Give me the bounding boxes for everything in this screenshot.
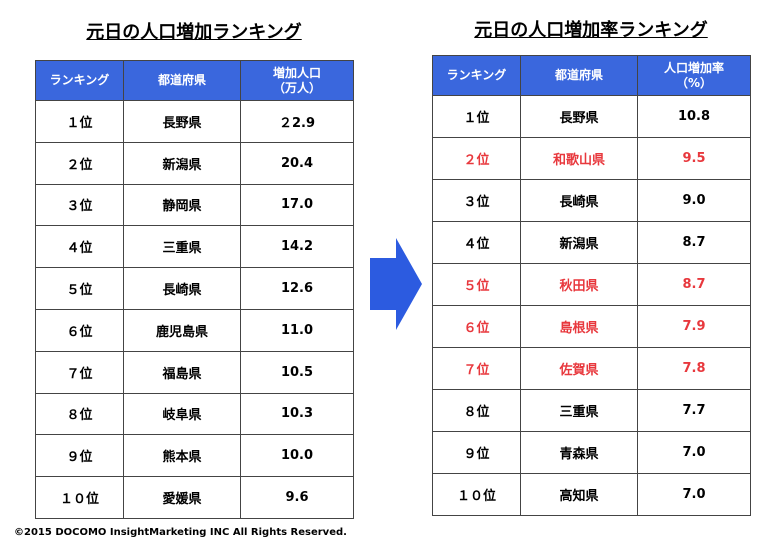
prefecture-cell: 青森県 [520, 431, 638, 474]
left-table: ランキング 都道府県 増加人口 （万人） １位 長野県 ２2.9 ２位 新潟県 20.4 ３位 静岡県… [35, 60, 354, 519]
rank-cell: ６位 [35, 308, 124, 352]
row: ７位 佐賀県 7.8 [432, 347, 751, 390]
row: ４位 三重県 14.2 [35, 225, 354, 269]
header-cell: ランキング [432, 55, 521, 96]
value-cell: 20.4 [240, 141, 354, 185]
prefecture-cell: 長野県 [123, 100, 241, 143]
rank-cell: ５位 [35, 267, 124, 310]
value-cell: 9.5 [637, 137, 751, 180]
row: ７位 福島県 10.5 [35, 350, 354, 394]
rank-cell: ３位 [432, 179, 521, 222]
value-cell: 10.0 [240, 434, 354, 478]
value-cell: 7.8 [637, 347, 751, 390]
rank-cell: ９位 [35, 434, 124, 478]
prefecture-cell: 静岡県 [123, 183, 241, 227]
prefecture-cell: 岐阜県 [123, 392, 241, 436]
header-line: （%） [675, 75, 713, 90]
left-title: 元日の人口増加ランキング [86, 22, 302, 43]
value-cell: 11.0 [240, 308, 354, 352]
value-cell: 10.5 [240, 350, 354, 394]
prefecture-cell: 長崎県 [123, 267, 241, 310]
value-cell: 17.0 [240, 183, 354, 227]
rank-cell: １位 [432, 95, 521, 138]
header-line: （万人） [272, 80, 321, 95]
prefecture-cell: 三重県 [123, 225, 241, 269]
row: ２位 和歌山県 9.5 [432, 137, 751, 180]
rank-cell: １０位 [432, 473, 521, 516]
value-cell: 14.2 [240, 225, 354, 269]
right-table: ランキング 都道府県 人口増加率 （%） １位 長野県 10.8 ２位 和歌山県 9.5 ３位 長崎県… [432, 55, 751, 516]
row: ５位 秋田県 8.7 [432, 263, 751, 306]
prefecture-cell: 福島県 [123, 350, 241, 394]
rank-cell: ２位 [432, 137, 521, 180]
row: ４位 新潟県 8.7 [432, 221, 751, 264]
value-cell: 7.9 [637, 305, 751, 348]
rank-cell: ３位 [35, 183, 124, 227]
prefecture-cell: 愛媛県 [123, 476, 241, 519]
rank-cell: ７位 [35, 350, 124, 394]
header-cell: 人口増加率 （%） [637, 55, 751, 96]
rank-cell: ４位 [432, 221, 521, 264]
prefecture-cell: 佐賀県 [520, 347, 638, 390]
rank-cell: ８位 [432, 389, 521, 432]
arrow [370, 238, 422, 330]
header-row: ランキング 都道府県 増加人口 （万人） [35, 60, 354, 101]
prefecture-cell: 鹿児島県 [123, 308, 241, 352]
row: ９位 熊本県 10.0 [35, 434, 354, 478]
rank-cell: ６位 [432, 305, 521, 348]
header-row: ランキング 都道府県 人口増加率 （%） [432, 55, 751, 96]
prefecture-cell: 長崎県 [520, 179, 638, 222]
row: ２位 新潟県 20.4 [35, 141, 354, 185]
value-cell: 10.8 [637, 95, 751, 138]
row: ５位 長崎県 12.6 [35, 267, 354, 310]
row: ６位 島根県 7.9 [432, 305, 751, 348]
rank-cell: ４位 [35, 225, 124, 269]
value-cell: ２2.9 [240, 100, 354, 143]
rank-cell: ２位 [35, 141, 124, 185]
value-cell: 12.6 [240, 267, 354, 310]
prefecture-cell: 新潟県 [520, 221, 638, 264]
prefecture-cell: 新潟県 [123, 141, 241, 185]
row: ６位 鹿児島県 11.0 [35, 308, 354, 352]
row: １位 長野県 10.8 [432, 95, 751, 138]
footer: ©2015 DOCOMO InsightMarketing INC All Ri… [14, 527, 347, 538]
value-cell: 9.0 [637, 179, 751, 222]
value-cell: 7.7 [637, 389, 751, 432]
right-title: 元日の人口増加率ランキング [474, 20, 708, 41]
prefecture-cell: 三重県 [520, 389, 638, 432]
value-cell: 10.3 [240, 392, 354, 436]
row: ８位 三重県 7.7 [432, 389, 751, 432]
header-cell: 増加人口 （万人） [240, 60, 354, 101]
header-cell: 都道府県 [123, 60, 241, 101]
rank-cell: ７位 [432, 347, 521, 390]
value-cell: 7.0 [637, 473, 751, 516]
row: ３位 長崎県 9.0 [432, 179, 751, 222]
header-line: 人口増加率 [663, 60, 724, 75]
row: ８位 岐阜県 10.3 [35, 392, 354, 436]
value-cell: 8.7 [637, 263, 751, 306]
rank-cell: １０位 [35, 476, 124, 519]
header-cell: ランキング [35, 60, 124, 101]
row: １位 長野県 ２2.9 [35, 100, 354, 143]
header-line: 増加人口 [272, 65, 321, 80]
rank-cell: ９位 [432, 431, 521, 474]
rank-cell: ５位 [432, 263, 521, 306]
value-cell: 8.7 [637, 221, 751, 264]
prefecture-cell: 高知県 [520, 473, 638, 516]
row: ３位 静岡県 17.0 [35, 183, 354, 227]
row: １０位 高知県 7.0 [432, 473, 751, 516]
prefecture-cell: 秋田県 [520, 263, 638, 306]
row: １０位 愛媛県 9.6 [35, 476, 354, 519]
rank-cell: １位 [35, 100, 124, 143]
value-cell: 7.0 [637, 431, 751, 474]
prefecture-cell: 熊本県 [123, 434, 241, 478]
prefecture-cell: 和歌山県 [520, 137, 638, 180]
prefecture-cell: 島根県 [520, 305, 638, 348]
value-cell: 9.6 [240, 476, 354, 519]
header-cell: 都道府県 [520, 55, 638, 96]
prefecture-cell: 長野県 [520, 95, 638, 138]
rank-cell: ８位 [35, 392, 124, 436]
row: ９位 青森県 7.0 [432, 431, 751, 474]
